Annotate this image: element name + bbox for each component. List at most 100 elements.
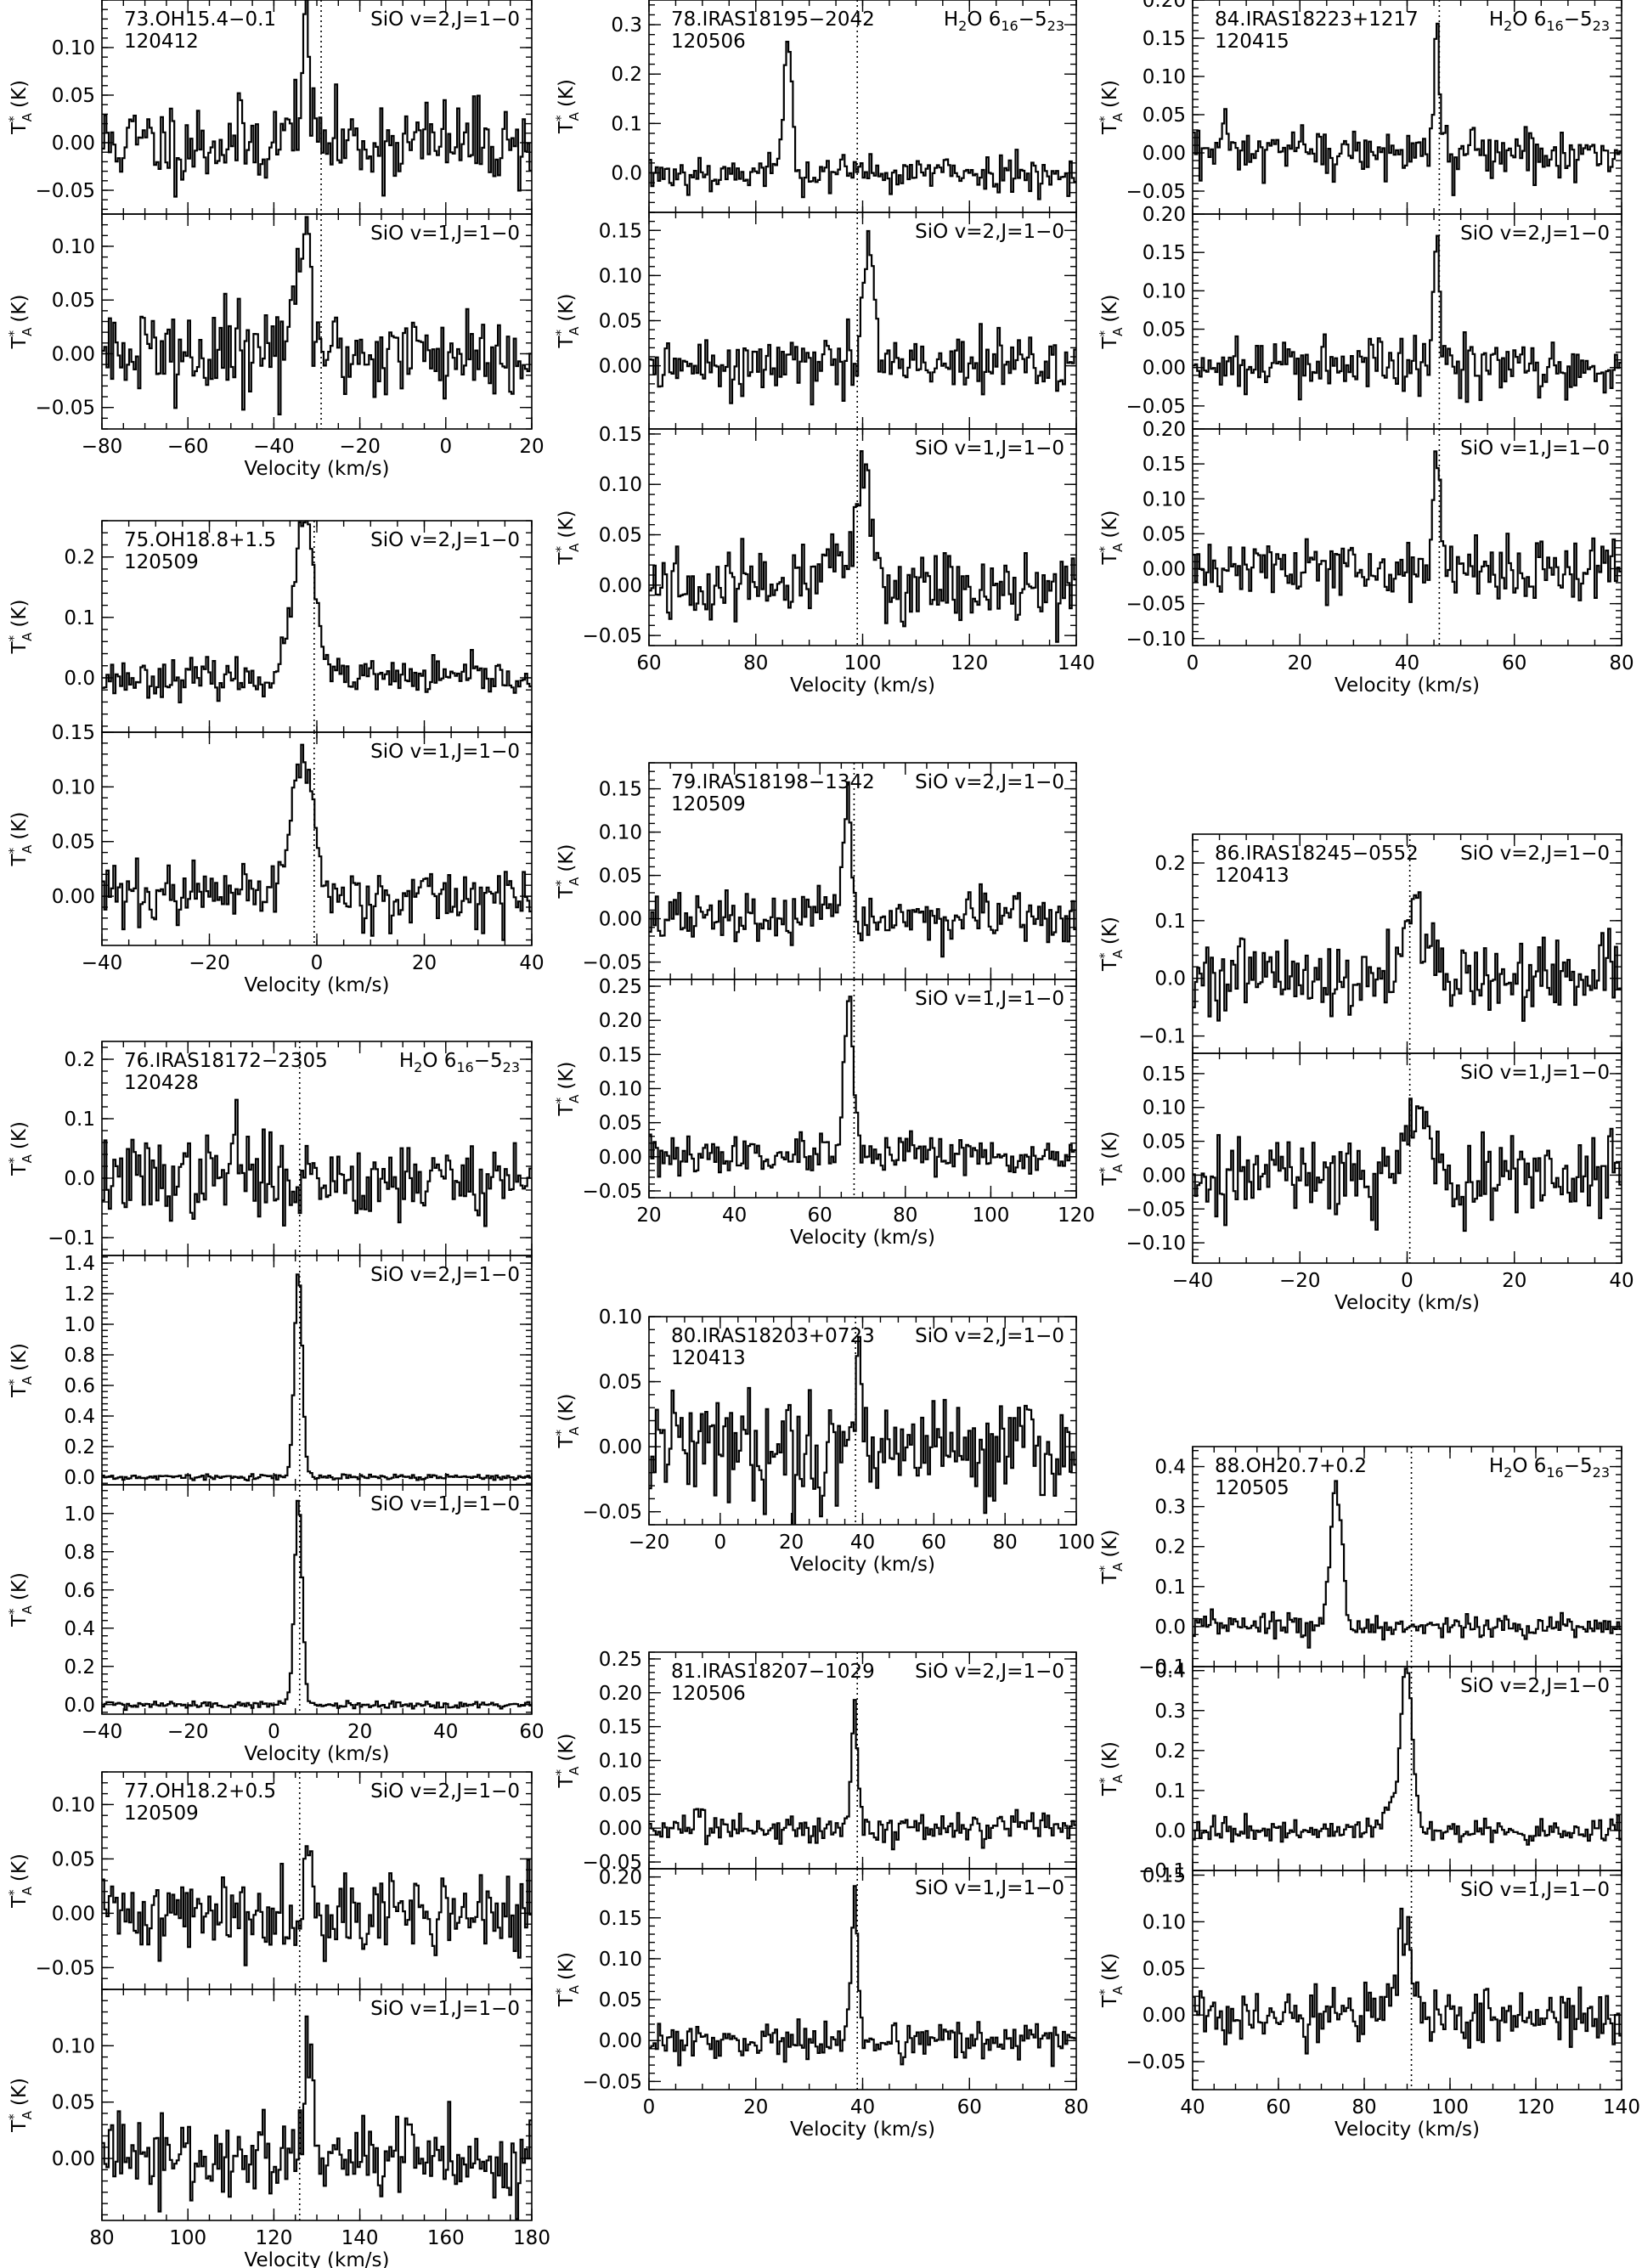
x-axis-label: Velocity (km/s): [790, 1227, 935, 1249]
x-tick-label: 80: [1064, 2096, 1088, 2118]
transition-label-part: 2: [1504, 1464, 1512, 1481]
transition-label-part: 2: [958, 18, 967, 34]
y-tick-label: 0.0: [1154, 968, 1186, 990]
y-axis-label-sub: A: [1110, 112, 1126, 121]
spectrum-trace: [1193, 1097, 1622, 1233]
x-tick-label: 80: [893, 1205, 917, 1227]
y-tick-label: −0.05: [583, 952, 642, 974]
y-axis-label-sup: *: [553, 1769, 568, 1775]
y-axis-label: T*A (K): [553, 511, 582, 566]
spectrum-trace: [649, 996, 1076, 1178]
x-axis-label: Velocity (km/s): [1334, 2118, 1480, 2141]
y-tick-label: 0.00: [52, 1903, 95, 1925]
x-tick-label: 80: [743, 652, 768, 674]
y-axis-label-symbol: T: [1099, 336, 1121, 349]
spectrum-trace: [102, 0, 532, 198]
y-tick-label: 0.10: [599, 1079, 642, 1101]
y-tick-label: 0.8: [64, 1542, 95, 1564]
panel-frame: [101, 1989, 533, 2221]
x-axis-label: Velocity (km/s): [245, 2249, 390, 2268]
y-axis-label-sub: A: [567, 1984, 582, 1994]
y-tick-label: 0.00: [52, 133, 95, 155]
transition-label-part: O 6: [1512, 8, 1546, 31]
transition-label: SiO v=1,J=1−0: [915, 988, 1064, 1010]
x-tick-label: 40: [850, 2096, 875, 2118]
x-tick-label: 40: [1609, 1270, 1634, 1292]
y-axis-label-sub: A: [1110, 1562, 1126, 1571]
observation-date: 120506: [671, 1683, 746, 1705]
spectrum-trace: [102, 1499, 532, 1712]
y-tick-label: −0.05: [1126, 2051, 1186, 2073]
spectrum-chart-5: −0.05 0.00 0.05 0.10 0.15 SiO v=2,J=1−0 79.IRA…: [553, 762, 1095, 1249]
y-axis-label: T*A (K): [553, 1734, 582, 1789]
spectrum-panel: −0.1 0.0 0.1 0.2 0.3 0.4 SiO v=2,J=1−0 T*A (K): [1097, 1661, 1622, 1882]
spectrum-panel: −0.05 0.00 0.05 0.10 0.15 0.20 SiO v=2,J=1−0 T*…: [1097, 204, 1622, 430]
spectrum-trace: [1193, 450, 1622, 606]
panel-frame: [101, 1484, 533, 1715]
source-name: 86.IRAS18245−0552: [1215, 843, 1419, 865]
x-tick-label: 60: [1266, 2096, 1290, 2118]
y-tick-label: 0.15: [599, 1908, 642, 1930]
y-tick-label: 0.2: [611, 64, 642, 86]
y-axis-label-sup: *: [553, 115, 568, 121]
observation-date: 120412: [124, 31, 199, 53]
x-tick-label: 60: [1502, 652, 1526, 674]
y-tick-label: 0.10: [1143, 488, 1186, 511]
x-tick-label: 100: [1431, 2096, 1469, 2118]
y-axis-label-sub: A: [567, 326, 582, 336]
y-axis-label-symbol: T: [8, 640, 31, 654]
x-tick-label: 0: [1401, 1270, 1413, 1292]
y-axis-label-symbol: T: [556, 121, 578, 134]
y-tick-label: 0.00: [1143, 1165, 1186, 1187]
spectrum-chart-0: −0.05 0.00 0.05 0.10 SiO v=2,J=1−0 73.OH15.4−…: [6, 0, 545, 480]
x-tick-label: 80: [993, 1532, 1018, 1554]
spectrum-panel: −0.05 0.00 0.05 0.10 0.15 SiO v=2,J=1−0 79.IRA…: [553, 762, 1077, 980]
spectrum-trace: [649, 41, 1076, 200]
y-tick-label: 0.15: [599, 424, 642, 446]
spectrum-panel: −0.05 0.00 0.05 0.10 0.15 SiO v=1,J=1−0 T*A (K)…: [1097, 1865, 1640, 2141]
y-tick-label: 0.2: [64, 1049, 95, 1071]
transition-label-part: −5: [1564, 8, 1593, 31]
y-axis-label-sup: *: [6, 116, 21, 122]
y-axis-label-symbol: T: [1099, 121, 1121, 135]
y-axis-label-symbol: T: [8, 1614, 31, 1628]
y-tick-label: −0.1: [1138, 1026, 1186, 1048]
transition-label: H2O 616−523: [944, 8, 1064, 34]
y-tick-label: 0.00: [1143, 559, 1186, 581]
y-tick-label: 0.2: [1154, 853, 1186, 875]
transition-label: SiO v=2,J=1−0: [915, 771, 1064, 793]
y-tick-label: 0.15: [599, 779, 642, 801]
y-axis-label-unit: (K): [556, 511, 578, 539]
x-tick-label: 20: [347, 1721, 372, 1743]
x-tick-label: 40: [1395, 652, 1419, 674]
x-tick-label: −40: [82, 1721, 123, 1743]
x-tick-label: −60: [167, 436, 209, 458]
y-tick-label: 0.1: [64, 607, 95, 629]
y-tick-label: −0.05: [583, 625, 642, 647]
observation-date: 120413: [1215, 865, 1289, 887]
source-name: 79.IRAS18198−1342: [671, 771, 875, 793]
y-tick-label: 0.00: [1143, 2005, 1186, 2027]
panel-frame: [648, 979, 1077, 1199]
y-axis-label-sub: A: [1110, 543, 1126, 552]
observation-date: 120413: [671, 1347, 746, 1369]
spectrum-panel: −0.05 0.00 0.05 0.10 0.15 SiO v=1,J=1−0 T*A (K)…: [553, 424, 1095, 697]
y-axis-label-symbol: T: [556, 335, 578, 348]
spectrum-trace: [102, 1845, 532, 1966]
y-tick-label: 0.4: [64, 1618, 95, 1640]
spectrum-trace: [649, 450, 1076, 643]
y-axis-label-symbol: T: [1099, 1994, 1121, 2008]
source-name: 88.OH20.7+0.2: [1215, 1455, 1367, 1477]
y-axis-label-unit: (K): [556, 79, 578, 107]
transition-label: SiO v=2,J=1−0: [370, 1780, 520, 1803]
x-tick-label: 140: [341, 2227, 379, 2249]
x-tick-label: 40: [850, 1532, 875, 1554]
x-axis-label: Velocity (km/s): [790, 1554, 935, 1576]
y-axis-label-unit: (K): [8, 600, 31, 628]
y-axis-label-sup: *: [553, 1097, 568, 1103]
y-tick-label: 0.2: [64, 1656, 95, 1678]
y-tick-label: 0.15: [1143, 242, 1186, 264]
y-axis-label-sub: A: [20, 1154, 35, 1163]
y-axis-label: T*A (K): [553, 1062, 582, 1117]
spectrum-trace: [1193, 1480, 1622, 1649]
